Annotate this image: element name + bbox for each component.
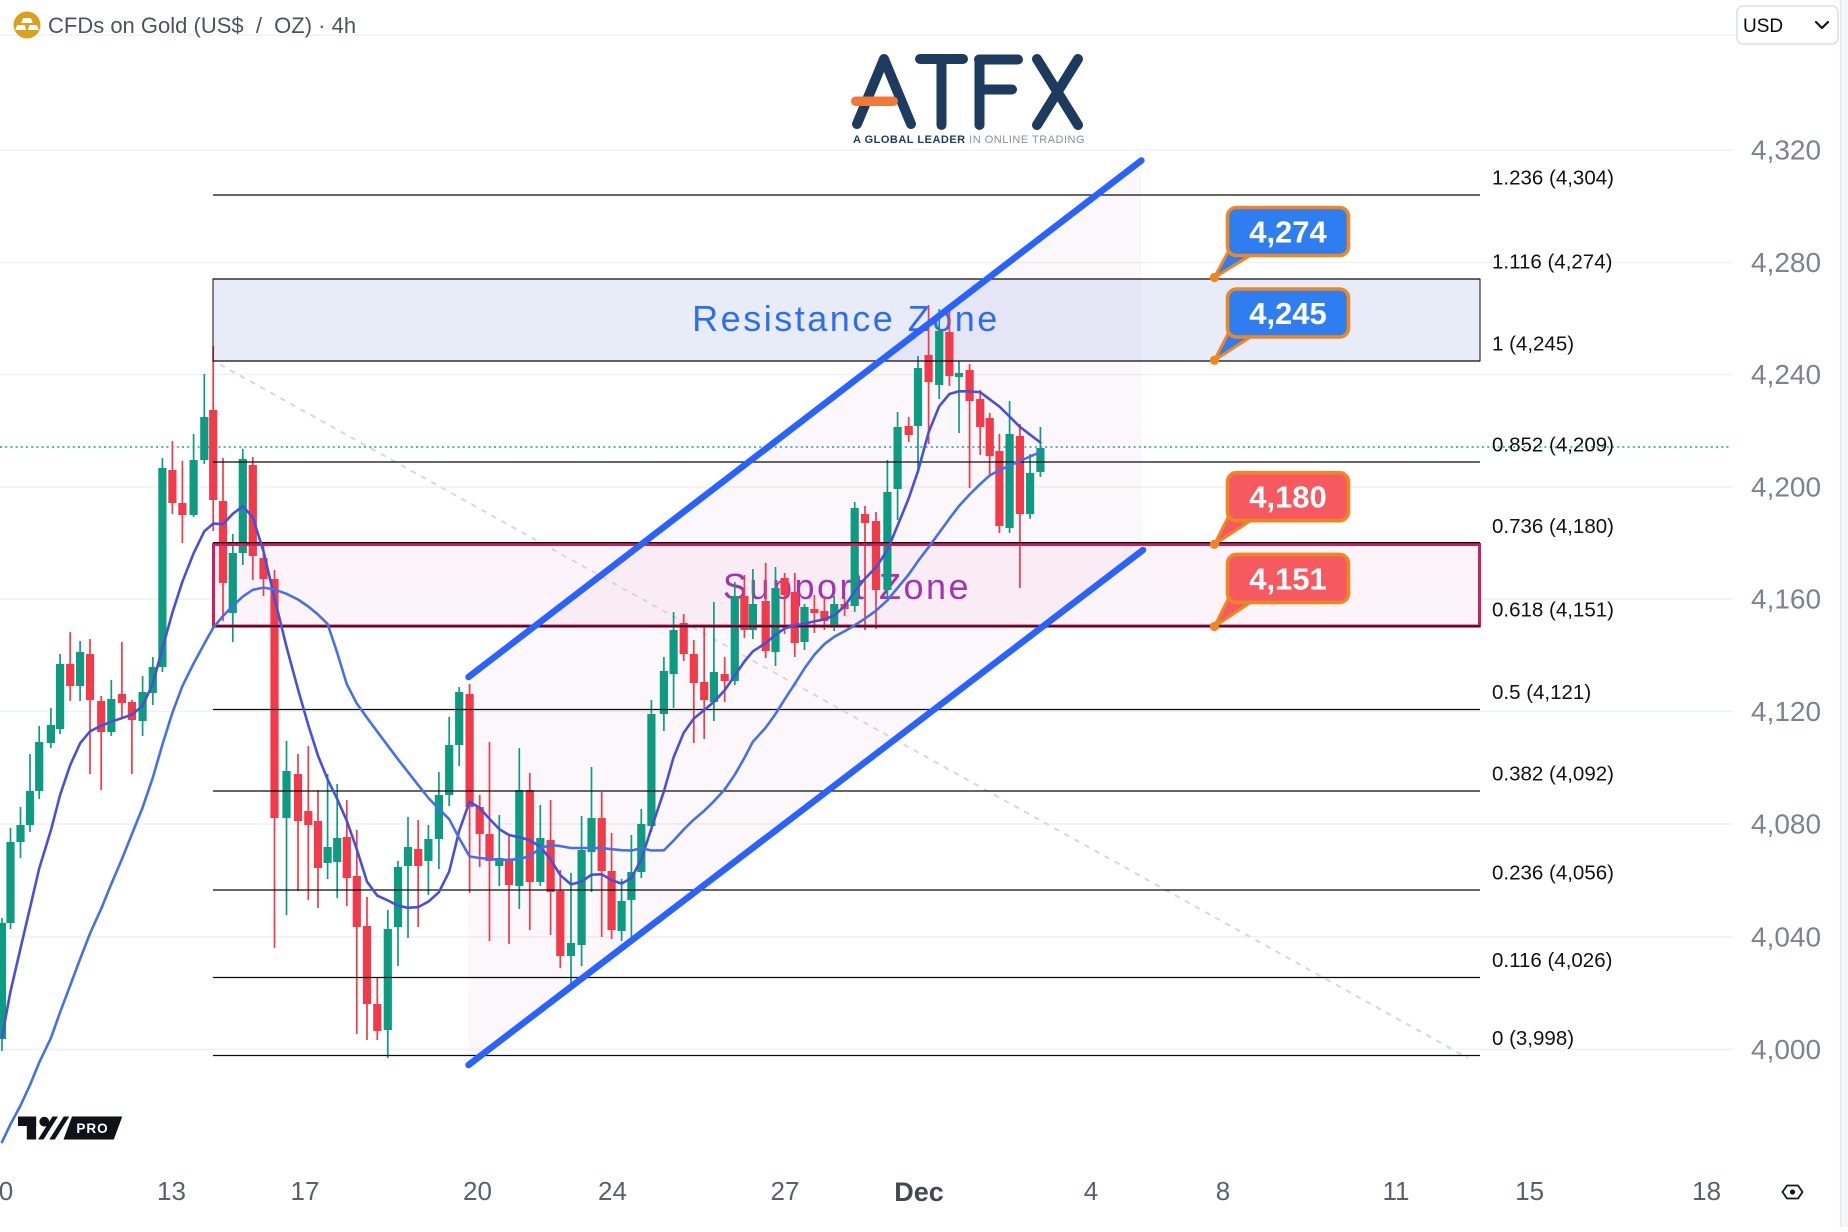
svg-text:4: 4 xyxy=(1084,1176,1098,1206)
svg-text:18: 18 xyxy=(1692,1176,1721,1206)
svg-text:4,080: 4,080 xyxy=(1751,809,1821,840)
svg-text:Dec: Dec xyxy=(894,1177,944,1207)
svg-text:0.382 (4,092): 0.382 (4,092) xyxy=(1492,763,1614,786)
svg-text:20: 20 xyxy=(463,1176,492,1206)
svg-text:27: 27 xyxy=(771,1176,800,1206)
svg-text:4,200: 4,200 xyxy=(1751,472,1821,503)
svg-text:4,274: 4,274 xyxy=(1249,215,1327,250)
svg-text:1.116 (4,274): 1.116 (4,274) xyxy=(1492,251,1612,274)
svg-text:USD: USD xyxy=(1743,16,1783,37)
svg-text:Support Zone: Support Zone xyxy=(723,566,971,607)
svg-text:8: 8 xyxy=(1216,1176,1230,1206)
svg-text:4,120: 4,120 xyxy=(1751,696,1821,727)
svg-text:4,320: 4,320 xyxy=(1751,135,1821,166)
svg-text:4,240: 4,240 xyxy=(1751,359,1821,390)
svg-text:24: 24 xyxy=(598,1176,627,1206)
svg-text:4,151: 4,151 xyxy=(1249,561,1327,596)
svg-text:0: 0 xyxy=(0,1176,13,1206)
svg-text:17: 17 xyxy=(291,1176,320,1206)
svg-text:4,280: 4,280 xyxy=(1751,247,1821,278)
svg-text:PRO: PRO xyxy=(76,1121,108,1136)
svg-text:4,040: 4,040 xyxy=(1751,922,1821,953)
svg-text:0.618 (4,151): 0.618 (4,151) xyxy=(1492,599,1614,622)
svg-text:4,245: 4,245 xyxy=(1249,296,1327,331)
svg-text:CFDs on Gold (US$ / OZ) · 4h: CFDs on Gold (US$ / OZ) · 4h xyxy=(48,13,356,38)
svg-text:0.236 (4,056): 0.236 (4,056) xyxy=(1492,862,1614,885)
svg-text:0 (3,998): 0 (3,998) xyxy=(1492,1027,1574,1050)
svg-text:0.736 (4,180): 0.736 (4,180) xyxy=(1492,515,1614,538)
svg-text:1 (4,245): 1 (4,245) xyxy=(1492,333,1574,356)
svg-text:4,180: 4,180 xyxy=(1249,480,1327,515)
svg-text:15: 15 xyxy=(1515,1176,1544,1206)
svg-text:0.852 (4,209): 0.852 (4,209) xyxy=(1492,434,1614,457)
svg-text:13: 13 xyxy=(157,1176,186,1206)
svg-text:A GLOBAL LEADER IN ONLINE TRAD: A GLOBAL LEADER IN ONLINE TRADING xyxy=(853,134,1085,146)
svg-text:4,160: 4,160 xyxy=(1751,584,1821,615)
svg-text:4,000: 4,000 xyxy=(1751,1034,1821,1065)
svg-text:0.116 (4,026): 0.116 (4,026) xyxy=(1492,949,1612,972)
svg-text:0.5 (4,121): 0.5 (4,121) xyxy=(1492,681,1591,704)
svg-text:1.236 (4,304): 1.236 (4,304) xyxy=(1492,167,1614,190)
svg-text:11: 11 xyxy=(1383,1176,1410,1206)
